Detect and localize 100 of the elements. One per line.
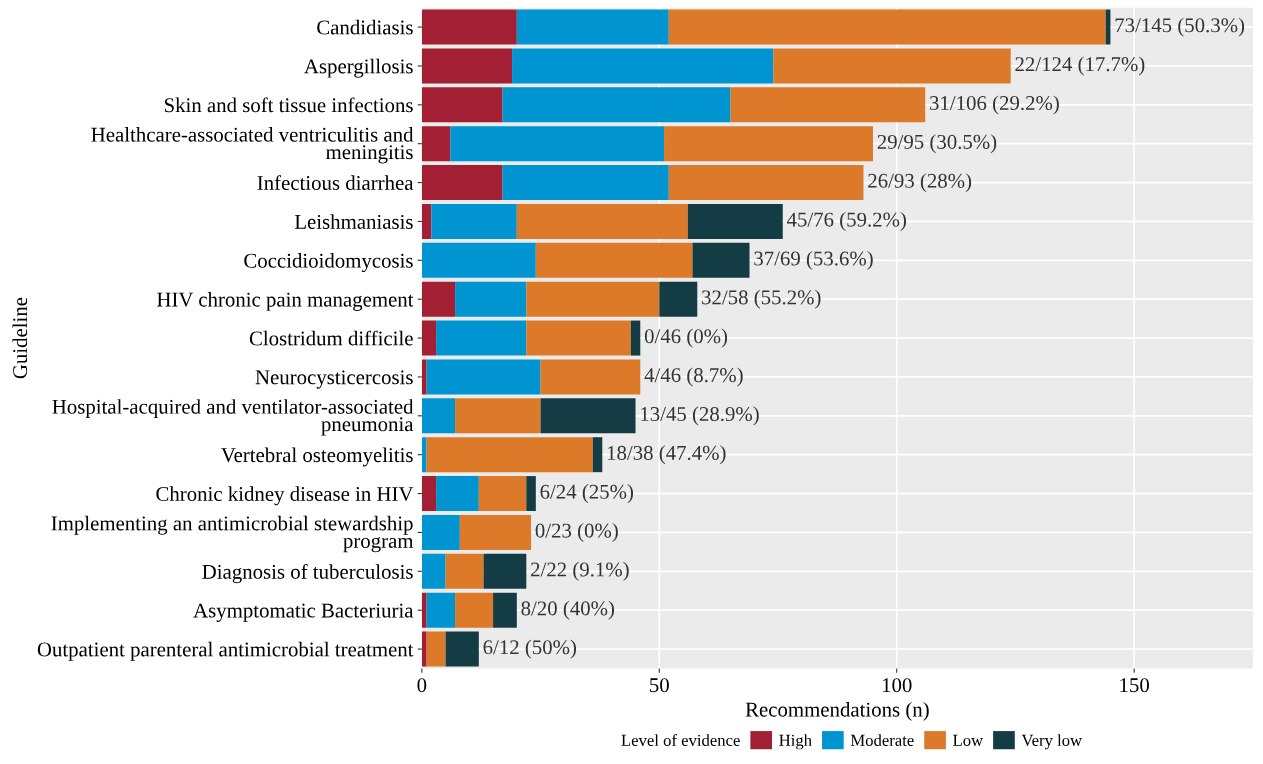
bar bbox=[516, 203, 688, 239]
bar bbox=[502, 165, 669, 201]
y-tick-label: Neurocysticercosis bbox=[255, 370, 413, 389]
bar bbox=[687, 203, 783, 239]
bar bbox=[540, 359, 641, 395]
bar bbox=[421, 398, 456, 434]
total-label: 37/69 (53.6%) bbox=[754, 250, 873, 270]
bar bbox=[421, 281, 456, 317]
total-label: 29/95 (30.5%) bbox=[877, 134, 997, 154]
x-tick-label: 150 bbox=[1120, 678, 1149, 693]
bar bbox=[455, 592, 494, 628]
x-tick-label: 100 bbox=[882, 678, 912, 693]
total-label: 13/45 (28.9%) bbox=[641, 406, 759, 426]
bar bbox=[526, 281, 660, 317]
bar bbox=[668, 165, 864, 201]
y-tick-label: Outpatient parenteral antimicrobial treatment bbox=[37, 641, 414, 661]
total-label: 4/46 (8.7%) bbox=[644, 367, 743, 387]
bar bbox=[502, 87, 731, 123]
bar bbox=[421, 165, 503, 201]
bar bbox=[426, 437, 593, 473]
bar bbox=[421, 553, 446, 589]
bar bbox=[421, 126, 451, 162]
bar bbox=[455, 398, 541, 434]
bar bbox=[421, 476, 437, 512]
bar bbox=[692, 242, 750, 278]
bar bbox=[421, 87, 503, 123]
y-tick-label: Aspergillosis bbox=[304, 58, 413, 78]
bar bbox=[426, 359, 541, 395]
y-tick-label: Chronic kidney disease in HIV bbox=[156, 486, 414, 506]
y-tick-label: HIV chronic pain management bbox=[157, 291, 414, 311]
bar bbox=[478, 476, 527, 512]
bar bbox=[421, 514, 460, 550]
bar bbox=[535, 242, 693, 278]
bar bbox=[540, 398, 636, 434]
bar bbox=[421, 242, 536, 278]
bar bbox=[421, 631, 427, 667]
bar bbox=[459, 514, 532, 550]
bar bbox=[431, 203, 517, 239]
legend-label: High bbox=[779, 734, 812, 750]
y-tick-label: Coccidioidomycosis bbox=[244, 253, 413, 273]
bar bbox=[445, 553, 484, 589]
y-tick-label: Clostridum difficile bbox=[249, 330, 413, 346]
y-tick-label: Candidiasis bbox=[317, 19, 413, 35]
bar bbox=[455, 281, 527, 317]
legend-label: Very low bbox=[1021, 734, 1083, 750]
bar bbox=[630, 320, 641, 356]
bar bbox=[526, 476, 536, 512]
bar bbox=[516, 9, 669, 45]
y-tick-label: Hospital-acquired and ventilator-associated pneumonia bbox=[52, 399, 414, 436]
bar bbox=[483, 553, 527, 589]
total-label: 18/38 (47.4%) bbox=[607, 445, 726, 465]
bar bbox=[592, 437, 603, 473]
bar bbox=[421, 592, 427, 628]
y-tick-label: Vertebral osteomyelitis bbox=[221, 447, 413, 467]
total-label: 22/124 (17.7%) bbox=[1015, 56, 1145, 76]
y-tick-label: Healthcare-associated ventriculitis and meningitis bbox=[91, 127, 414, 164]
total-label: 0/46 (0%) bbox=[644, 328, 728, 348]
y-tick-label: Diagnosis of tuberculosis bbox=[202, 563, 413, 584]
bar bbox=[426, 631, 446, 667]
total-label: 73/145 (50.3%) bbox=[1115, 17, 1245, 37]
legend-label: Moderate bbox=[850, 734, 914, 746]
total-label: 32/58 (55.2%) bbox=[702, 289, 821, 309]
y-tick-label: Leishmaniasis bbox=[294, 214, 413, 229]
bar bbox=[421, 9, 517, 45]
total-label: 45/76 (59.2%) bbox=[786, 212, 906, 231]
bar bbox=[421, 320, 437, 356]
x-axis-title: Recommendations (n) bbox=[745, 701, 929, 721]
x-tick-label: 50 bbox=[650, 678, 669, 693]
bar bbox=[512, 48, 774, 84]
total-label: 2/22 (9.1%) bbox=[531, 561, 629, 581]
y-tick-label: Skin and soft tissue infections bbox=[164, 97, 413, 113]
bar bbox=[493, 592, 517, 628]
x-tick-label: 0 bbox=[417, 678, 427, 693]
y-tick-label: Implementing an antimicrobial stewardship program bbox=[51, 515, 414, 553]
total-label: 8/20 (40%) bbox=[521, 600, 615, 620]
bar bbox=[421, 203, 432, 239]
bar bbox=[450, 126, 665, 162]
bar bbox=[436, 476, 479, 512]
bar bbox=[668, 9, 1106, 45]
total-label: 26/93 (28%) bbox=[868, 173, 972, 193]
total-label: 6/24 (25%) bbox=[540, 484, 634, 504]
total-label: 6/12 (50%) bbox=[483, 639, 577, 659]
legend-label: Low bbox=[953, 734, 984, 746]
y-tick-label: Asymptomatic Bacteriuria bbox=[193, 603, 414, 622]
bar bbox=[421, 359, 427, 395]
bar bbox=[436, 320, 527, 356]
y-axis-title: Guideline bbox=[12, 297, 28, 379]
bar bbox=[421, 48, 513, 84]
legend-title: Level of evidence bbox=[621, 734, 740, 746]
bar bbox=[664, 126, 873, 162]
bar bbox=[773, 48, 1011, 84]
bar bbox=[730, 87, 926, 123]
bar bbox=[421, 437, 427, 473]
bar bbox=[526, 320, 631, 356]
total-label: 0/23 (0%) bbox=[535, 522, 618, 542]
bar bbox=[445, 631, 479, 667]
bar bbox=[659, 281, 698, 317]
total-label: 31/106 (29.2%) bbox=[930, 95, 1059, 115]
bar bbox=[426, 592, 456, 628]
y-tick-label: Infectious diarrhea bbox=[257, 175, 414, 191]
